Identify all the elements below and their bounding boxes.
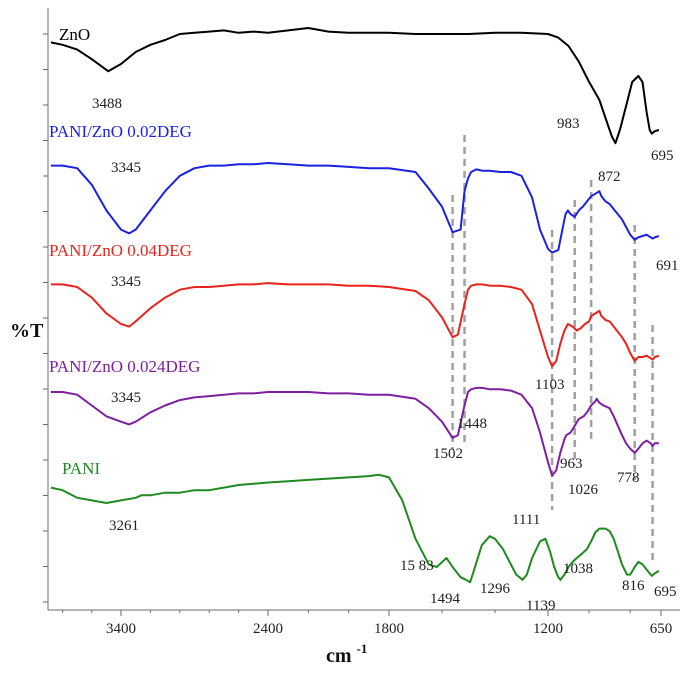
peak-label: 3345 (111, 160, 141, 176)
peak-label: 1103 (535, 377, 564, 393)
peak-label: 1502 (433, 446, 463, 462)
peak-label: 1139 (526, 598, 555, 614)
series-label: PANI/ZnO 0.02DEG (49, 122, 192, 141)
x-axis-title-unit: cm (326, 645, 352, 667)
x-tick-label: 3400 (106, 621, 136, 637)
peak-label: 15 83 (400, 558, 434, 574)
peak-label: 695 (651, 148, 674, 164)
series-line (50, 282, 660, 368)
series-label: PANI/ZnO 0.024DEG (49, 357, 200, 376)
series-curves (50, 27, 660, 584)
x-axis-title-exponent: -1 (357, 641, 368, 656)
peak-label: 1448 (457, 416, 487, 432)
peak-label: 778 (617, 470, 640, 486)
x-tick-label: 1200 (533, 621, 563, 637)
peak-labels: 3488 983 695 3345 872 691 3345 1103 3345 1448 1502… (92, 96, 679, 614)
reference-dashed-lines (451, 135, 654, 565)
series-labels: ZnO PANI/ZnO 0.02DEG PANI/ZnO 0.04DEG PANI/… (49, 25, 200, 478)
peak-label: 691 (656, 258, 679, 274)
series-label: PANI/ZnO 0.04DEG (49, 241, 192, 260)
x-axis-title: cm -1 (326, 641, 367, 667)
peak-label: 3261 (109, 518, 139, 534)
y-axis-title: %T (10, 320, 44, 342)
peak-label: 3345 (111, 390, 141, 406)
x-tick-label: 2400 (253, 621, 283, 637)
peak-label: 1038 (563, 561, 593, 577)
series-label: ZnO (59, 25, 90, 44)
series-line (50, 162, 660, 254)
axes: 3400 2400 1800 1200 650 (43, 8, 680, 637)
x-tick-label: 650 (650, 621, 673, 637)
peak-label: 1494 (430, 591, 461, 607)
peak-label: 816 (622, 578, 645, 594)
peak-label: 1296 (480, 581, 511, 597)
peak-label: 872 (598, 169, 621, 185)
peak-label: 3488 (92, 96, 122, 112)
peak-label: 983 (557, 116, 580, 132)
series-line (50, 27, 660, 145)
x-tick-label: 1800 (374, 621, 404, 637)
peak-label: 1026 (568, 482, 599, 498)
peak-label: 963 (560, 456, 583, 472)
peak-label: 1111 (512, 512, 540, 528)
series-line (50, 473, 660, 584)
series-label: PANI (62, 459, 100, 478)
series-line (50, 386, 659, 477)
peak-label: 695 (654, 584, 677, 600)
peak-label: 3345 (111, 274, 141, 290)
